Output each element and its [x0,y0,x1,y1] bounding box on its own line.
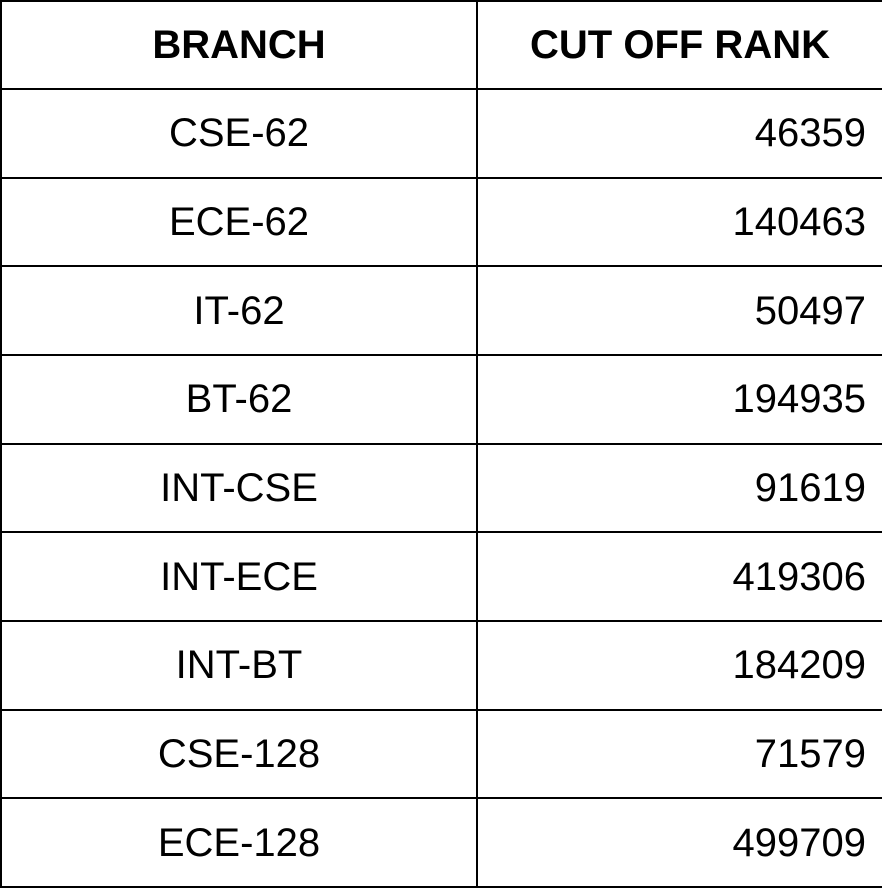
table-row: CSE-62 46359 [0,88,882,179]
table-row: INT-CSE 91619 [0,442,882,534]
rank-cell: 91619 [476,442,882,534]
rank-cell: 71579 [476,708,882,800]
rank-cell: 194935 [476,353,882,445]
table-header-row: BRANCH CUT OFF RANK [0,0,882,90]
branch-cell: INT-ECE [0,531,478,622]
rank-cell: 140463 [476,176,882,268]
branch-cell: ECE-62 [0,176,478,268]
table-row: BT-62 194935 [0,353,882,445]
rank-cell: 184209 [476,619,882,711]
rank-cell: 50497 [476,265,882,356]
cutoff-rank-column-header: CUT OFF RANK [476,0,882,90]
rank-cell: 419306 [476,531,882,622]
branch-cell: IT-62 [0,265,478,356]
table-row: ECE-128 499709 [0,797,882,888]
branch-cell: INT-BT [0,619,478,711]
branch-cell: CSE-128 [0,708,478,800]
branch-cell: BT-62 [0,353,478,445]
table-row: INT-ECE 419306 [0,531,882,622]
rank-cell: 499709 [476,797,882,888]
table-row: CSE-128 71579 [0,708,882,800]
branch-cell: INT-CSE [0,442,478,534]
table-row: ECE-62 140463 [0,176,882,268]
branch-cell: ECE-128 [0,797,478,888]
rank-cell: 46359 [476,88,882,179]
table-row: INT-BT 184209 [0,619,882,711]
branch-cell: CSE-62 [0,88,478,179]
branch-column-header: BRANCH [0,0,478,90]
table-row: IT-62 50497 [0,265,882,356]
